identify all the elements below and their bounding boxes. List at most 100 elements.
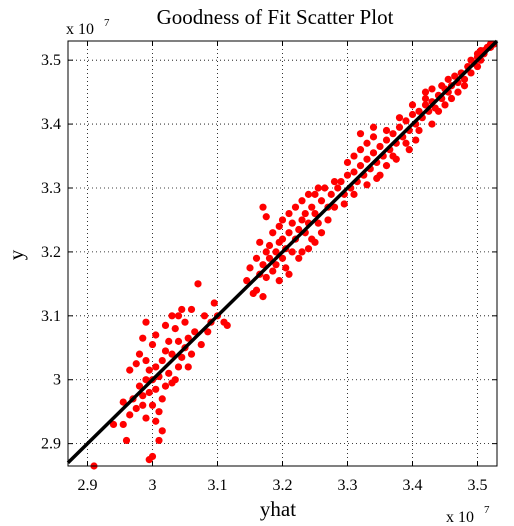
x-multiplier-exponent: 7: [484, 504, 490, 516]
data-point: [171, 324, 179, 333]
data-point: [178, 305, 186, 314]
y-tick-label: 2.9: [41, 436, 61, 453]
data-point: [269, 229, 277, 237]
plot-frame: [67, 40, 498, 467]
y-tick-label: 3.2: [41, 244, 61, 261]
data-point: [321, 184, 329, 192]
data-point: [447, 94, 456, 103]
data-point: [311, 209, 319, 218]
data-point: [421, 101, 430, 109]
data-point: [174, 312, 183, 320]
data-point: [363, 139, 371, 147]
y-axis-label: y: [4, 249, 28, 260]
data-point: [145, 456, 153, 464]
data-point: [282, 264, 290, 272]
data-point: [337, 178, 345, 186]
y-tick-label: 3: [53, 372, 61, 389]
data-point: [415, 126, 423, 135]
data-point: [314, 219, 322, 227]
data-point: [184, 363, 192, 371]
y-tick-label: 3.3: [41, 180, 61, 197]
data-point: [139, 392, 147, 400]
data-point: [369, 133, 378, 141]
data-point: [243, 277, 251, 285]
data-point: [262, 273, 270, 282]
data-point: [262, 213, 270, 221]
y-multiplier-exponent: 7: [104, 17, 110, 29]
data-point: [434, 107, 443, 115]
data-point: [148, 401, 157, 409]
data-point: [428, 120, 436, 128]
data-point: [363, 181, 371, 189]
data-point: [262, 248, 270, 256]
data-point: [460, 82, 469, 90]
data-point: [256, 238, 264, 246]
data-point: [408, 101, 417, 109]
data-point: [259, 293, 267, 301]
data-point: [174, 337, 183, 345]
data-point: [178, 353, 186, 361]
data-point: [421, 94, 430, 103]
data-point: [265, 254, 274, 262]
data-point: [350, 152, 358, 160]
data-point: [288, 219, 296, 227]
data-point: [421, 88, 430, 96]
x-tick-label: 2.9: [78, 477, 98, 494]
data-point: [142, 318, 150, 326]
x-tick-label: 3.5: [468, 477, 488, 494]
data-points: [90, 40, 498, 470]
data-point: [272, 261, 280, 269]
data-point: [168, 312, 176, 320]
data-point: [285, 270, 293, 278]
data-point: [278, 254, 287, 262]
data-point: [142, 356, 150, 365]
data-point: [395, 114, 404, 122]
data-point: [145, 366, 153, 374]
data-point: [122, 436, 131, 445]
data-point: [285, 209, 293, 218]
data-point: [158, 427, 166, 435]
data-point: [395, 123, 404, 131]
data-point: [376, 142, 384, 151]
data-point: [155, 436, 163, 445]
x-tick-label: 3: [149, 477, 157, 494]
data-point: [119, 398, 127, 406]
data-point: [317, 197, 326, 205]
data-point: [330, 178, 339, 186]
data-point: [126, 366, 134, 374]
data-point: [275, 222, 283, 230]
data-point: [477, 46, 485, 55]
data-point: [168, 350, 176, 358]
x-tick-label: 3.3: [338, 477, 358, 494]
data-point: [161, 321, 170, 329]
data-point: [187, 305, 196, 314]
x-axis-multiplier: x 10 7: [446, 504, 490, 526]
chart-title: Goodness of Fit Scatter Plot: [157, 5, 394, 29]
data-point: [259, 261, 267, 269]
data-point: [132, 360, 140, 368]
data-point: [327, 190, 335, 198]
data-point: [467, 69, 475, 77]
y-tick-label: 3.5: [41, 52, 61, 69]
data-point: [441, 101, 449, 109]
y-multiplier-base: x 10: [66, 21, 94, 38]
data-point: [356, 130, 365, 138]
data-point: [152, 385, 160, 393]
data-point: [252, 254, 261, 262]
data-point: [373, 174, 381, 183]
data-point: [412, 136, 420, 144]
data-point: [298, 248, 306, 256]
data-point: [171, 376, 179, 384]
data-point: [275, 277, 283, 285]
data-point: [126, 411, 134, 419]
data-point: [288, 248, 296, 256]
data-point: [145, 388, 153, 397]
data-point: [438, 82, 446, 90]
data-point: [272, 248, 280, 256]
data-point: [389, 130, 397, 138]
data-point: [298, 216, 306, 224]
y-tick-label: 3.1: [41, 308, 61, 325]
data-point: [314, 184, 322, 192]
data-point: [392, 155, 400, 163]
data-point: [363, 155, 371, 163]
